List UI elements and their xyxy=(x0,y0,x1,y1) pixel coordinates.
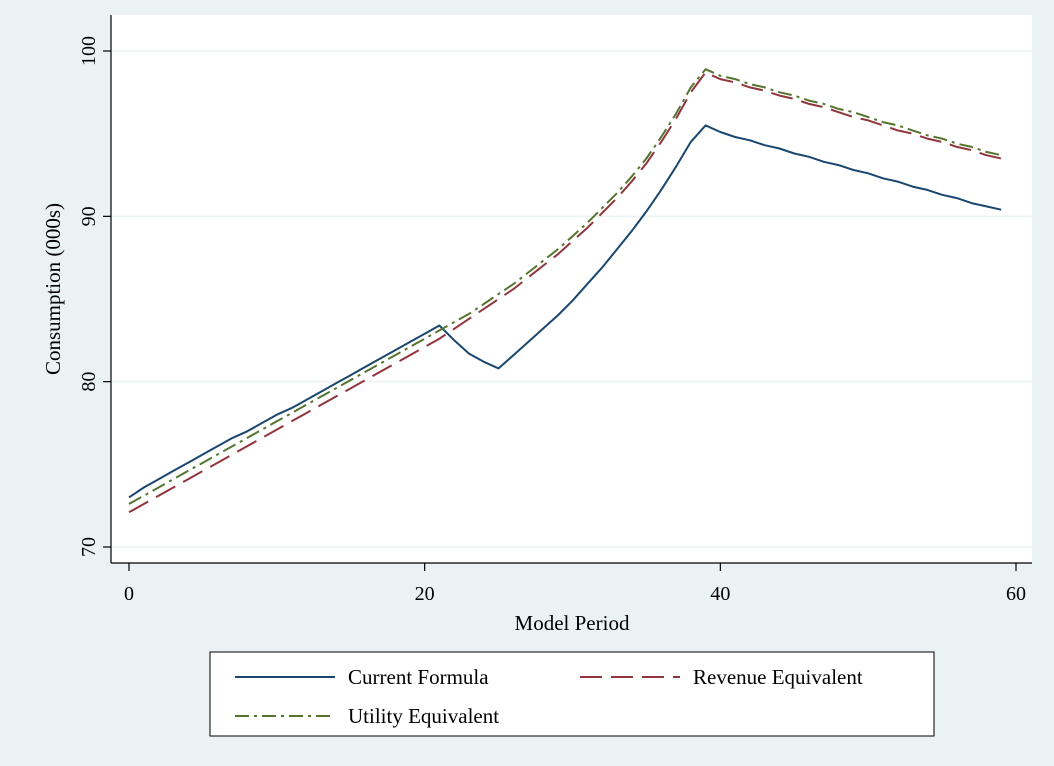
y-tick-label: 80 xyxy=(78,372,100,392)
y-tick-label: 90 xyxy=(78,206,100,226)
x-tick-label: 40 xyxy=(710,583,730,605)
series-line-utility-equivalent xyxy=(128,68,1002,505)
x-tick-label: 20 xyxy=(415,583,435,605)
series-line-revenue-equivalent xyxy=(128,71,1002,514)
y-ticks: 70 80 90 100 xyxy=(78,36,111,557)
legend-label: Current Formula xyxy=(348,665,489,689)
gridlines xyxy=(111,50,1032,548)
y-tick-label: 100 xyxy=(78,36,100,66)
series-layer xyxy=(128,68,1002,514)
x-tick-label: 60 xyxy=(1006,583,1026,605)
x-ticks: 0 20 40 60 xyxy=(124,563,1026,605)
plot-area xyxy=(111,15,1032,563)
legend: Current Formula Revenue Equivalent Utility… xyxy=(209,651,935,737)
series-line-current-formula xyxy=(128,124,1002,499)
y-tick-label: 70 xyxy=(78,537,100,557)
x-axis-title: Model Period xyxy=(515,611,630,635)
legend-label: Utility Equivalent xyxy=(348,704,499,728)
legend-box xyxy=(209,651,935,737)
legend-label: Revenue Equivalent xyxy=(693,665,863,689)
legend-items: Current Formula Revenue Equivalent Utility… xyxy=(235,665,863,728)
x-tick-label: 0 xyxy=(124,583,134,605)
y-axis-title: Consumption (000s) xyxy=(41,203,65,375)
